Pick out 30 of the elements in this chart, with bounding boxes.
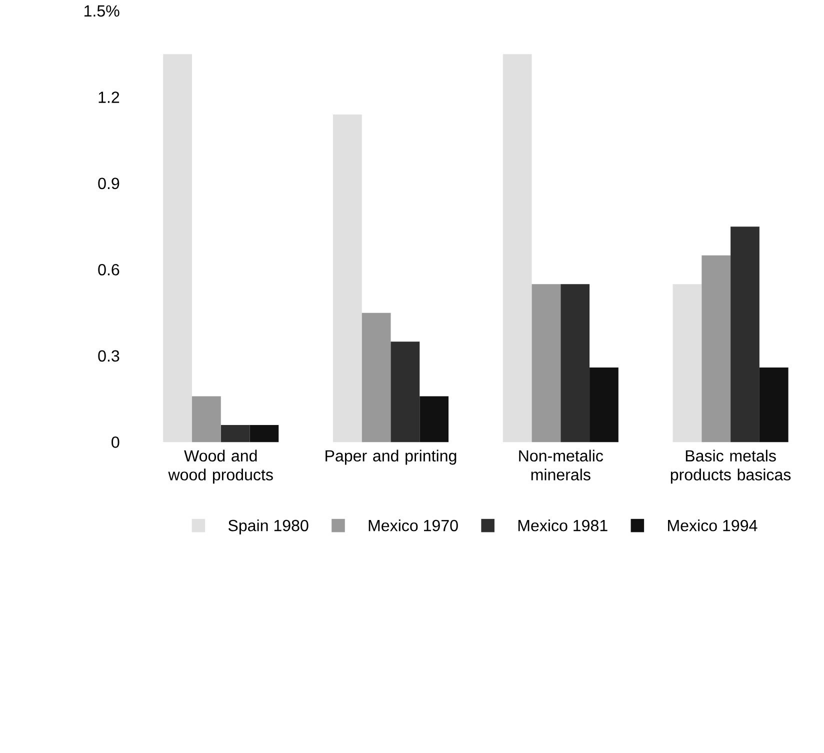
bar — [333, 114, 362, 442]
bar — [163, 54, 192, 442]
y-tick-label: 0.3 — [98, 350, 120, 362]
bar — [220, 425, 250, 442]
bar — [390, 342, 420, 442]
bar — [730, 226, 760, 442]
legend-label: Mexico 1981 — [518, 520, 608, 532]
bar — [250, 425, 279, 442]
y-tick-label: 0 — [112, 436, 120, 448]
y-tick-label: 1.2 — [98, 92, 120, 103]
bar — [759, 368, 788, 442]
legend-label: Mexico 1994 — [668, 520, 758, 532]
bar — [192, 396, 221, 442]
y-tick-label: 0.9 — [98, 178, 120, 190]
bar — [362, 312, 391, 442]
bar — [420, 396, 449, 442]
x-tick-label: Non-metalic minerals — [519, 450, 604, 481]
bar — [590, 368, 618, 442]
y-tick-label: 1.5% — [84, 5, 120, 17]
y-tick-label: 0.6 — [98, 264, 120, 276]
legend-label: Spain 1980 — [228, 520, 308, 535]
x-tick-label: Basic metals products basicas — [670, 450, 791, 484]
bar — [702, 256, 731, 442]
bar — [672, 284, 702, 442]
legend-label: Mexico 1970 — [368, 520, 458, 532]
x-tick-label: Wood and wood products — [168, 450, 273, 484]
bar — [532, 284, 561, 442]
bar — [560, 284, 590, 442]
bar — [502, 54, 532, 442]
x-tick-label: Paper and printing — [326, 450, 456, 465]
